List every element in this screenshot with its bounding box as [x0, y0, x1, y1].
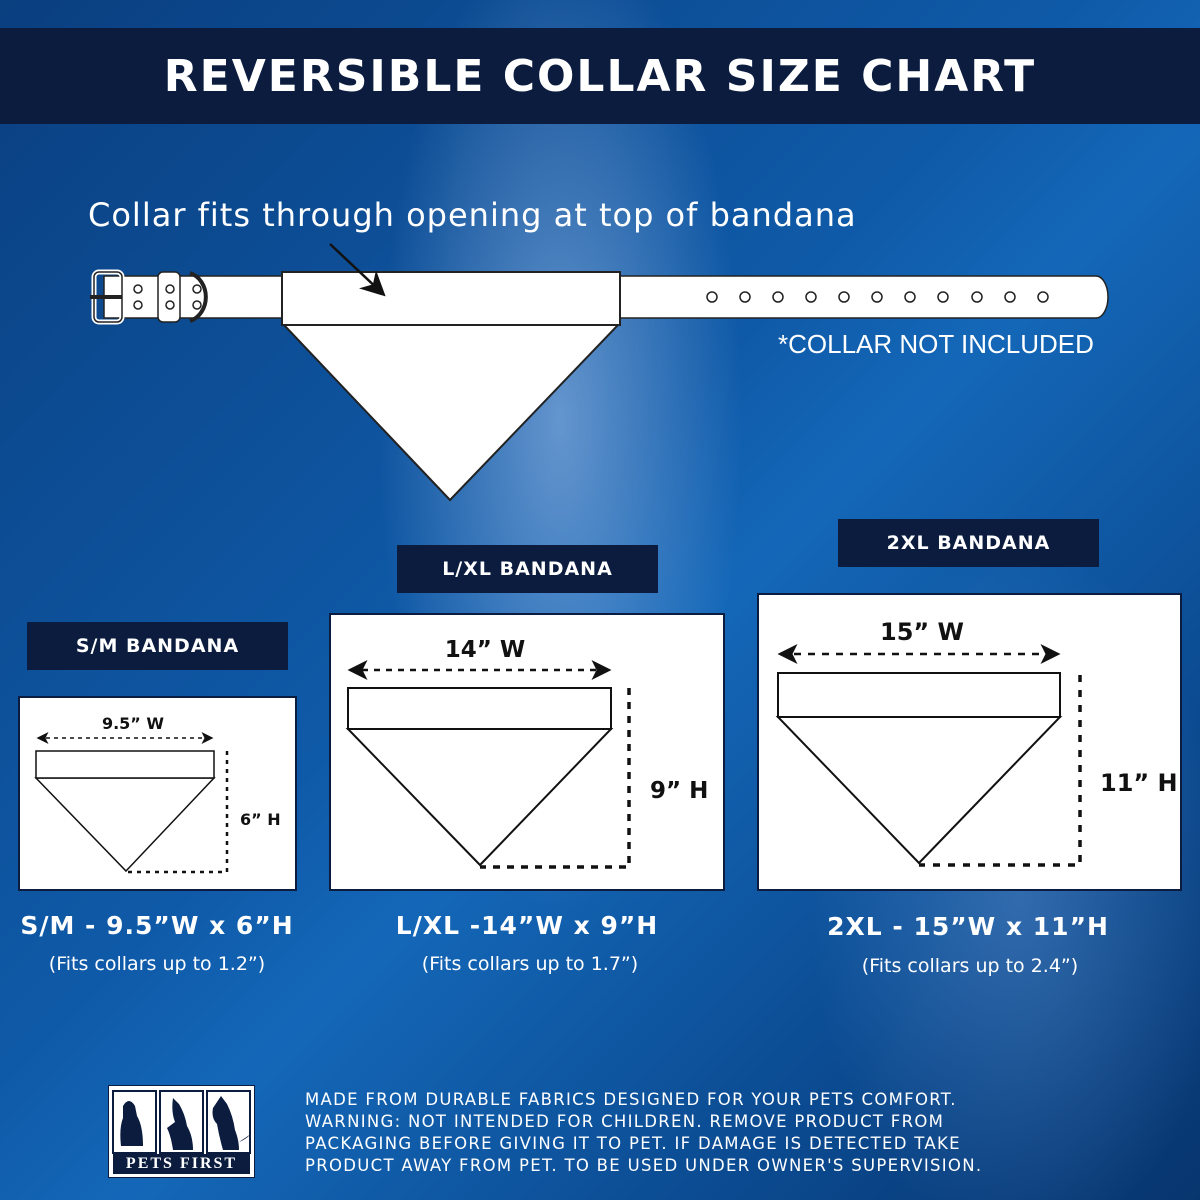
page-title: REVERSIBLE COLLAR SIZE CHART [163, 50, 1037, 102]
2xl-width: 15” W [880, 618, 964, 646]
caption-sm: S/M - 9.5”W x 6”H [20, 911, 294, 940]
sm-width: 9.5” W [102, 714, 164, 733]
arrow-icon [329, 243, 386, 297]
sm-height: 6” H [240, 810, 281, 829]
lxl-width: 14” W [445, 637, 526, 663]
warning-line: WARNING: NOT INTENDED FOR CHILDREN. REMO… [305, 1112, 945, 1131]
fit-sm: (Fits collars up to 1.2”) [48, 953, 266, 975]
dogs-icon [112, 1090, 251, 1154]
caption-lxl: L/XL -14”W x 9”H [395, 911, 659, 940]
size-label-lxl: L/XL BANDANA [397, 545, 658, 593]
bandana-sm [34, 732, 229, 874]
size-label-sm: S/M BANDANA [27, 622, 288, 670]
collar-caption: Collar fits through opening at top of ba… [88, 196, 857, 234]
warning-line: PRODUCT AWAY FROM PET. TO BE USED UNDER … [305, 1156, 983, 1175]
header-banner: REVERSIBLE COLLAR SIZE CHART [0, 28, 1200, 124]
bandana-2xl [775, 644, 1082, 867]
warning-text: MADE FROM DURABLE FABRICS DESIGNED FOR Y… [305, 1089, 982, 1177]
lxl-height: 9” H [650, 778, 708, 804]
size-label-2xl: 2XL BANDANA [838, 519, 1099, 567]
pets-first-logo: PETS FIRST [108, 1085, 255, 1178]
fit-lxl: (Fits collars up to 1.7”) [421, 953, 639, 975]
fit-2xl: (Fits collars up to 2.4”) [861, 955, 1079, 977]
caption-2xl: 2XL - 15”W x 11”H [827, 912, 1109, 941]
warning-line: PACKAGING BEFORE GIVING IT TO PET. IF DA… [305, 1134, 961, 1153]
warning-line: MADE FROM DURABLE FABRICS DESIGNED FOR Y… [305, 1090, 957, 1109]
collar-not-included-note: *COLLAR NOT INCLUDED [778, 329, 1094, 359]
bandana-lxl [345, 660, 631, 869]
collar-holes [706, 291, 1049, 303]
logo-text: PETS FIRST [113, 1154, 250, 1174]
2xl-height: 11” H [1100, 769, 1178, 797]
bandana-on-collar [281, 271, 621, 502]
